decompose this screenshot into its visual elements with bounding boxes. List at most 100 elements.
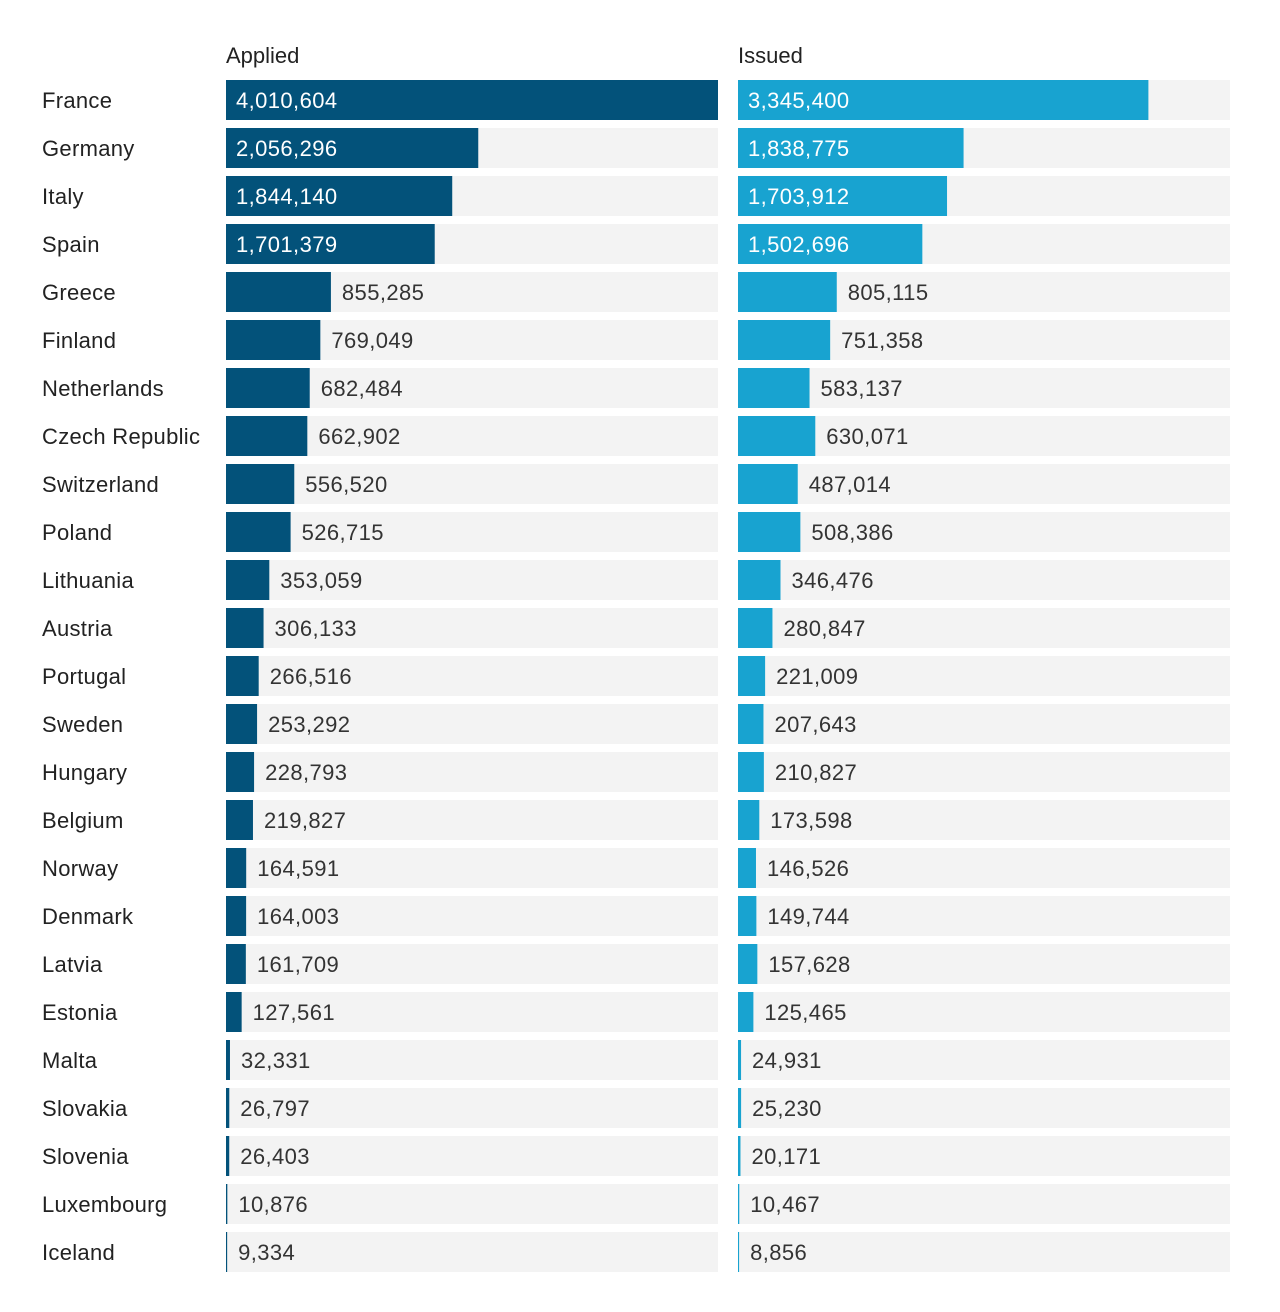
value-label-issued-czech-republic: 630,071 — [826, 424, 908, 449]
bar-issued-italy — [738, 176, 948, 216]
bar-applied-germany — [226, 128, 479, 168]
category-label-finland: Finland — [42, 328, 116, 353]
bar-track-issued-estonia — [738, 992, 1230, 1032]
bar-applied-france — [226, 80, 718, 120]
value-label-issued-greece: 805,115 — [848, 280, 929, 305]
bar-track-applied-austria — [226, 608, 718, 648]
value-label-issued-sweden: 207,643 — [774, 712, 856, 737]
bar-track-issued-poland — [738, 512, 1230, 552]
bar-track-applied-denmark — [226, 896, 718, 936]
bar-applied-spain — [226, 224, 435, 264]
chart-rows: France 4,010,604 3,345,400 Germany 2,056,296… — [42, 80, 1230, 1272]
category-label-hungary: Hungary — [42, 760, 127, 785]
bar-track-applied-portugal — [226, 656, 718, 696]
bar-track-applied-malta — [226, 1040, 718, 1080]
bar-issued-switzerland — [738, 464, 798, 504]
category-label-latvia: Latvia — [42, 952, 103, 977]
category-label-austria: Austria — [42, 616, 113, 641]
bar-applied-italy — [226, 176, 453, 216]
category-label-estonia: Estonia — [42, 1000, 118, 1025]
category-label-italy: Italy — [42, 184, 84, 209]
bar-applied-luxembourg — [226, 1184, 228, 1224]
bar-track-applied-norway — [226, 848, 718, 888]
bar-applied-slovakia — [226, 1088, 230, 1128]
value-label-issued-luxembourg: 10,467 — [750, 1192, 820, 1217]
bar-issued-austria — [738, 608, 773, 648]
bar-applied-netherlands — [226, 368, 310, 408]
bar-applied-norway — [226, 848, 247, 888]
bar-track-issued-czech-republic — [738, 416, 1230, 456]
category-label-czech-republic: Czech Republic — [42, 424, 200, 449]
category-label-iceland: Iceland — [42, 1240, 115, 1265]
value-label-applied-hungary: 228,793 — [265, 760, 347, 785]
bar-applied-czech-republic — [226, 416, 308, 456]
value-label-issued-estonia: 125,465 — [764, 1000, 846, 1025]
value-label-applied-netherlands: 682,484 — [321, 376, 403, 401]
bar-track-issued-hungary — [738, 752, 1230, 792]
bar-issued-slovakia — [738, 1088, 742, 1128]
series-header-issued: Issued — [738, 43, 803, 68]
category-label-belgium: Belgium — [42, 808, 124, 833]
category-label-germany: Germany — [42, 136, 135, 161]
bar-applied-iceland — [226, 1232, 228, 1272]
value-label-issued-lithuania: 346,476 — [792, 568, 874, 593]
category-label-lithuania: Lithuania — [42, 568, 134, 593]
bar-track-applied-czech-republic — [226, 416, 718, 456]
value-label-applied-latvia: 161,709 — [257, 952, 339, 977]
value-label-issued-iceland: 8,856 — [750, 1240, 807, 1265]
bar-applied-hungary — [226, 752, 255, 792]
value-label-applied-greece: 855,285 — [342, 280, 424, 305]
value-label-issued-france: 3,345,400 — [748, 88, 849, 113]
bar-applied-slovenia — [226, 1136, 230, 1176]
category-label-sweden: Sweden — [42, 712, 123, 737]
bar-issued-luxembourg — [738, 1184, 740, 1224]
value-label-issued-slovakia: 25,230 — [752, 1096, 822, 1121]
value-label-issued-portugal: 221,009 — [776, 664, 858, 689]
value-label-applied-luxembourg: 10,876 — [238, 1192, 308, 1217]
bar-issued-latvia — [738, 944, 758, 984]
bar-track-issued-malta — [738, 1040, 1230, 1080]
value-label-applied-iceland: 9,334 — [238, 1240, 295, 1265]
value-label-applied-denmark: 164,003 — [257, 904, 339, 929]
bar-track-issued-latvia — [738, 944, 1230, 984]
bar-track-issued-austria — [738, 608, 1230, 648]
bar-track-applied-iceland — [226, 1232, 718, 1272]
value-label-applied-slovenia: 26,403 — [240, 1144, 310, 1169]
bar-issued-denmark — [738, 896, 757, 936]
bar-issued-france — [738, 80, 1149, 120]
bar-applied-estonia — [226, 992, 242, 1032]
bar-applied-greece — [226, 272, 331, 312]
category-label-denmark: Denmark — [42, 904, 134, 929]
bar-issued-sweden — [738, 704, 764, 744]
category-label-luxembourg: Luxembourg — [42, 1192, 167, 1217]
bar-issued-spain — [738, 224, 923, 264]
bar-track-issued-lithuania — [738, 560, 1230, 600]
category-label-netherlands: Netherlands — [42, 376, 164, 401]
value-label-applied-austria: 306,133 — [275, 616, 357, 641]
value-label-issued-poland: 508,386 — [811, 520, 893, 545]
category-label-norway: Norway — [42, 856, 118, 881]
bar-applied-sweden — [226, 704, 258, 744]
bar-applied-latvia — [226, 944, 246, 984]
value-label-issued-switzerland: 487,014 — [809, 472, 891, 497]
bar-track-issued-iceland — [738, 1232, 1230, 1272]
bar-track-applied-poland — [226, 512, 718, 552]
category-label-poland: Poland — [42, 520, 112, 545]
bar-track-applied-belgium — [226, 800, 718, 840]
bar-issued-slovenia — [738, 1136, 741, 1176]
bar-applied-denmark — [226, 896, 247, 936]
value-label-issued-belgium: 173,598 — [770, 808, 852, 833]
series-header-applied: Applied — [226, 43, 299, 68]
bar-applied-poland — [226, 512, 291, 552]
bar-track-applied-latvia — [226, 944, 718, 984]
bar-issued-estonia — [738, 992, 754, 1032]
bar-issued-netherlands — [738, 368, 810, 408]
category-label-slovakia: Slovakia — [42, 1096, 128, 1121]
bar-track-applied-lithuania — [226, 560, 718, 600]
bar-issued-portugal — [738, 656, 766, 696]
value-label-applied-norway: 164,591 — [257, 856, 339, 881]
bar-track-issued-portugal — [738, 656, 1230, 696]
bar-track-applied-sweden — [226, 704, 718, 744]
value-label-issued-hungary: 210,827 — [775, 760, 857, 785]
value-label-issued-netherlands: 583,137 — [821, 376, 903, 401]
